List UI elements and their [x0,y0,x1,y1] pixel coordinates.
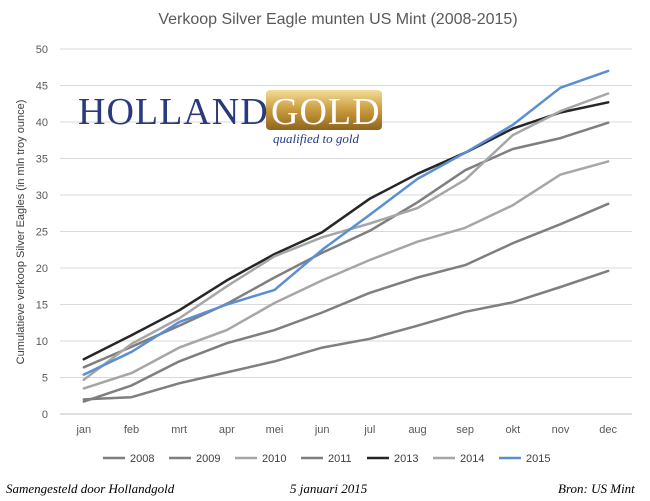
legend-label-2014: 2014 [460,453,484,465]
series-line-2010 [82,160,610,390]
series-line-2009 [82,202,610,403]
series-line-2015 [82,69,610,376]
y-tick-label: 45 [36,81,48,93]
y-tick-label: 20 [36,263,48,275]
y-tick-label: 0 [42,409,48,421]
legend-label-2015: 2015 [526,453,550,465]
y-tick-label: 40 [36,117,48,129]
y-axis-label: Cumulatieve verkoop Silver Eagles (in ml… [15,100,27,365]
footer-credit: Samengesteld door Hollandgold [6,481,175,496]
legend-label-2013: 2013 [394,453,418,465]
x-tick-label: aug [408,424,426,436]
footer-date: 5 januari 2015 [290,481,368,496]
y-tick-label: 10 [36,336,48,348]
y-tick-label: 35 [36,154,48,166]
x-tick-label: mrt [171,424,187,436]
legend-label-2009: 2009 [196,453,220,465]
x-tick-label: dec [599,424,617,436]
line-chart: Verkoop Silver Eagle munten US Mint (200… [15,11,632,465]
series-line-2008 [82,269,610,401]
x-tick-label: okt [505,424,520,436]
hollandgold-logo: HOLLAND GOLD qualified to gold [78,90,382,146]
x-tick-label: jan [75,424,91,436]
footer-source: Bron: US Mint [558,481,635,496]
legend-label-2010: 2010 [262,453,286,465]
series-line-2014 [82,92,610,381]
x-tick-label: jun [314,424,330,436]
legend-label-2008: 2008 [130,453,154,465]
logo-gold-panel [266,90,382,130]
y-tick-label: 5 [42,373,48,385]
logo-word-holland: HOLLAND [78,91,269,133]
y-tick-label: 30 [36,190,48,202]
series-line-2011 [82,121,610,369]
x-tick-label: nov [552,424,570,436]
y-tick-labels: 0 5 10 15 20 25 30 35 40 45 50 [36,44,48,421]
x-tick-label: sep [456,424,474,436]
series-line-2013 [82,101,610,361]
y-tick-label: 15 [36,300,48,312]
x-tick-label: mei [266,424,284,436]
series-lines [82,69,610,403]
x-tick-label: apr [219,424,235,436]
y-tick-label: 50 [36,44,48,56]
logo-word-gold: GOLD [271,91,381,133]
x-tick-label: jul [363,424,375,436]
logo-tagline: qualified to gold [273,131,359,146]
legend-label-2011: 2011 [328,453,352,465]
x-tick-labels: jan feb mrt apr mei jun jul aug sep okt nov dec [75,424,617,436]
y-tick-label: 25 [36,227,48,239]
chart-title: Verkoop Silver Eagle munten US Mint (200… [158,11,517,28]
legend: 2008 2009 2010 2011 2013 2014 2015 [103,453,550,465]
x-tick-label: feb [124,424,139,436]
